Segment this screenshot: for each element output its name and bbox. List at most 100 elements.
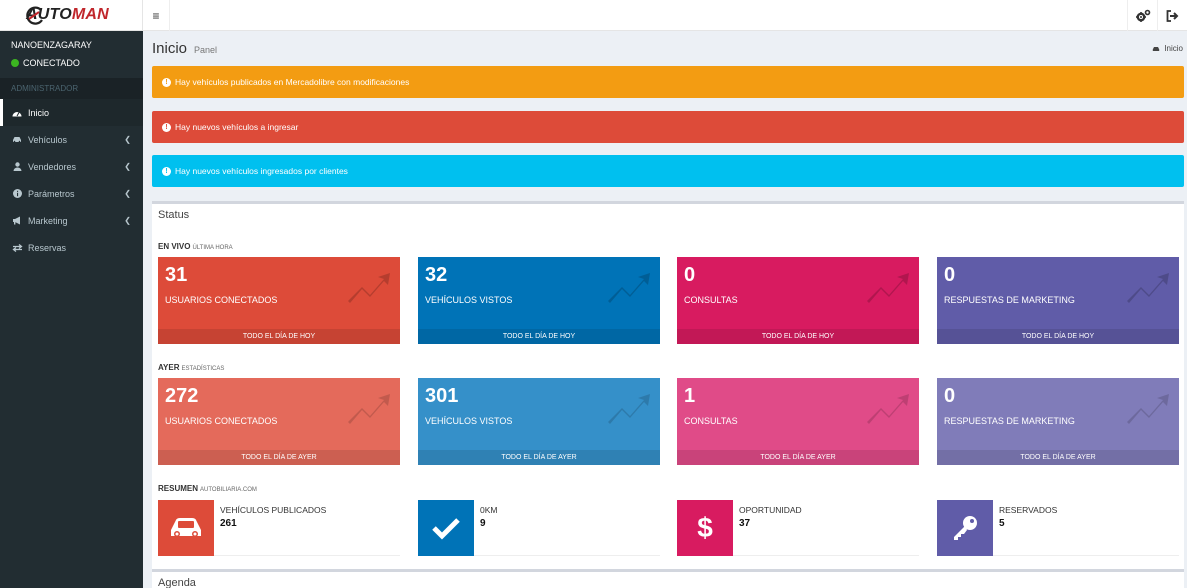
chevron-left-icon: ❮ xyxy=(124,162,131,171)
trend-up-icon xyxy=(608,394,650,424)
exclamation-circle-icon: ! xyxy=(162,122,171,132)
trend-up-icon xyxy=(348,273,390,303)
page-subtitle: Panel xyxy=(194,45,218,55)
trend-up-icon xyxy=(348,394,390,424)
info-box-value: 5 xyxy=(999,518,1005,529)
status-dot-icon xyxy=(11,59,19,67)
tile-value: 0 xyxy=(944,385,956,407)
tile-value: 0 xyxy=(684,264,696,286)
tile-footer: TODO EL DÍA DE AYER xyxy=(677,450,919,465)
status-title: Status xyxy=(158,209,190,221)
top-navbar: ≡ xyxy=(143,0,1187,31)
check-icon xyxy=(418,500,474,556)
trend-up-icon xyxy=(608,273,650,303)
tile-value: 31 xyxy=(165,264,188,286)
section-label-ayer: AYER ESTADÍSTICAS xyxy=(158,363,225,372)
sidebar-item-inicio[interactable]: Inicio xyxy=(0,99,143,126)
tile-value: 301 xyxy=(425,385,459,407)
info-box-value: 261 xyxy=(220,518,237,529)
tile-label: VEHÍCULOS VISTOS xyxy=(425,295,513,305)
status-box: Status EN VIVO ÚLTIMA HORA 31 USUARIOS CO… xyxy=(152,201,1184,569)
trend-up-icon xyxy=(1127,273,1169,303)
tile-footer: TODO EL DÍA DE AYER xyxy=(937,450,1179,465)
car-icon xyxy=(158,500,214,556)
user-name: NANOENZAGARAY xyxy=(11,40,92,50)
sidebar-item-marketing[interactable]: Marketing ❮ xyxy=(0,207,143,234)
sidebar-item-vendedores[interactable]: Vendedores ❮ xyxy=(0,153,143,180)
sidebar: NANOENZAGARAY CONECTADO ADMINISTRADOR In… xyxy=(0,31,143,588)
chevron-left-icon: ❮ xyxy=(124,216,131,225)
tile-label: VEHÍCULOS VISTOS xyxy=(425,416,513,426)
tile-ayer-consultas[interactable]: 1 CONSULTAS TODO EL DÍA DE AYER xyxy=(677,378,919,465)
tile-value: 32 xyxy=(425,264,448,286)
dashboard-icon xyxy=(11,108,23,118)
agenda-box: Agenda xyxy=(152,569,1184,588)
tile-ayer-marketing[interactable]: 0 RESPUESTAS DE MARKETING TODO EL DÍA DE… xyxy=(937,378,1179,465)
info-box-reservados[interactable]: RESERVADOS 5 xyxy=(937,500,1179,556)
sidebar-toggle-button[interactable]: ≡ xyxy=(143,0,170,31)
info-box-label: OPORTUNIDAD xyxy=(739,505,802,515)
user-icon xyxy=(11,162,23,172)
sign-out-icon xyxy=(1166,9,1178,22)
info-icon xyxy=(11,189,23,199)
user-status: CONECTADO xyxy=(11,58,80,68)
info-box-value: 37 xyxy=(739,518,751,529)
tile-label: RESPUESTAS DE MARKETING xyxy=(944,295,1075,305)
tile-live-consultas[interactable]: 0 CONSULTAS TODO EL DÍA DE HOY xyxy=(677,257,919,344)
breadcrumb[interactable]: Inicio xyxy=(1152,44,1183,53)
info-box-oportunidad[interactable]: $ OPORTUNIDAD 37 xyxy=(677,500,919,556)
info-box-value: 9 xyxy=(480,518,486,529)
info-box-label: VEHÍCULOS PUBLICADOS xyxy=(220,505,327,515)
bullhorn-icon xyxy=(11,216,23,226)
alert-vehiculos-clientes[interactable]: ! Hay nuevos vehículos ingresados por cl… xyxy=(152,155,1184,187)
sidebar-item-parametros[interactable]: Parámetros ❮ xyxy=(0,180,143,207)
chevron-left-icon: ❮ xyxy=(124,189,131,198)
dashboard-icon xyxy=(1153,46,1160,51)
tile-footer: TODO EL DÍA DE HOY xyxy=(158,329,400,344)
exclamation-circle-icon: ! xyxy=(162,166,171,176)
logout-button[interactable] xyxy=(1157,0,1187,31)
tile-label: USUARIOS CONECTADOS xyxy=(165,295,278,305)
tile-live-marketing[interactable]: 0 RESPUESTAS DE MARKETING TODO EL DÍA DE… xyxy=(937,257,1179,344)
info-box-label: RESERVADOS xyxy=(999,505,1058,515)
tile-label: USUARIOS CONECTADOS xyxy=(165,416,278,426)
tile-label: CONSULTAS xyxy=(684,295,738,305)
tile-footer: TODO EL DÍA DE AYER xyxy=(418,450,660,465)
tile-value: 1 xyxy=(684,385,696,407)
settings-button[interactable] xyxy=(1127,0,1157,31)
tile-label: CONSULTAS xyxy=(684,416,738,426)
logo-swoosh-icon xyxy=(26,6,43,25)
info-box-publicados[interactable]: VEHÍCULOS PUBLICADOS 261 xyxy=(158,500,400,556)
hamburger-icon: ≡ xyxy=(152,8,160,23)
car-icon xyxy=(11,135,23,145)
tile-footer: TODO EL DÍA DE HOY xyxy=(937,329,1179,344)
info-box-0km[interactable]: 0KM 9 xyxy=(418,500,660,556)
section-label-resumen: RESUMEN AUTOBILIARIA.COM xyxy=(158,484,257,493)
logo[interactable]: AUTOMAN xyxy=(0,0,143,31)
tile-ayer-vehiculos[interactable]: 301 VEHÍCULOS VISTOS TODO EL DÍA DE AYER xyxy=(418,378,660,465)
tile-live-vehiculos[interactable]: 32 VEHÍCULOS VISTOS TODO EL DÍA DE HOY xyxy=(418,257,660,344)
sidebar-item-vehiculos[interactable]: Vehículos ❮ xyxy=(0,126,143,153)
page-title: Inicio xyxy=(152,40,188,57)
chevron-left-icon: ❮ xyxy=(124,135,131,144)
sidebar-item-reservas[interactable]: Reservas xyxy=(0,234,143,261)
logo-text: AUTOMAN xyxy=(26,6,109,23)
info-box-label: 0KM xyxy=(480,505,498,515)
tile-ayer-usuarios[interactable]: 272 USUARIOS CONECTADOS TODO EL DÍA DE A… xyxy=(158,378,400,465)
alert-mercadolibre-modificaciones[interactable]: ! Hay vehículos publicados en Mercadolib… xyxy=(152,66,1184,98)
exclamation-circle-icon: ! xyxy=(162,77,171,87)
agenda-title: Agenda xyxy=(158,577,196,588)
key-icon xyxy=(937,500,993,556)
tile-footer: TODO EL DÍA DE HOY xyxy=(677,329,919,344)
trend-up-icon xyxy=(867,273,909,303)
tile-footer: TODO EL DÍA DE HOY xyxy=(418,329,660,344)
alert-nuevos-vehiculos[interactable]: ! Hay nuevos vehículos a ingresar xyxy=(152,111,1184,143)
tile-live-usuarios[interactable]: 31 USUARIOS CONECTADOS TODO EL DÍA DE HO… xyxy=(158,257,400,344)
gears-icon xyxy=(1135,9,1150,22)
sidebar-menu: Inicio Vehículos ❮ Vendedores ❮ Parámetr… xyxy=(0,99,143,261)
dollar-icon: $ xyxy=(677,500,733,556)
trend-up-icon xyxy=(867,394,909,424)
tile-value: 0 xyxy=(944,264,956,286)
section-label-en-vivo: EN VIVO ÚLTIMA HORA xyxy=(158,242,233,251)
exchange-icon xyxy=(11,243,23,253)
